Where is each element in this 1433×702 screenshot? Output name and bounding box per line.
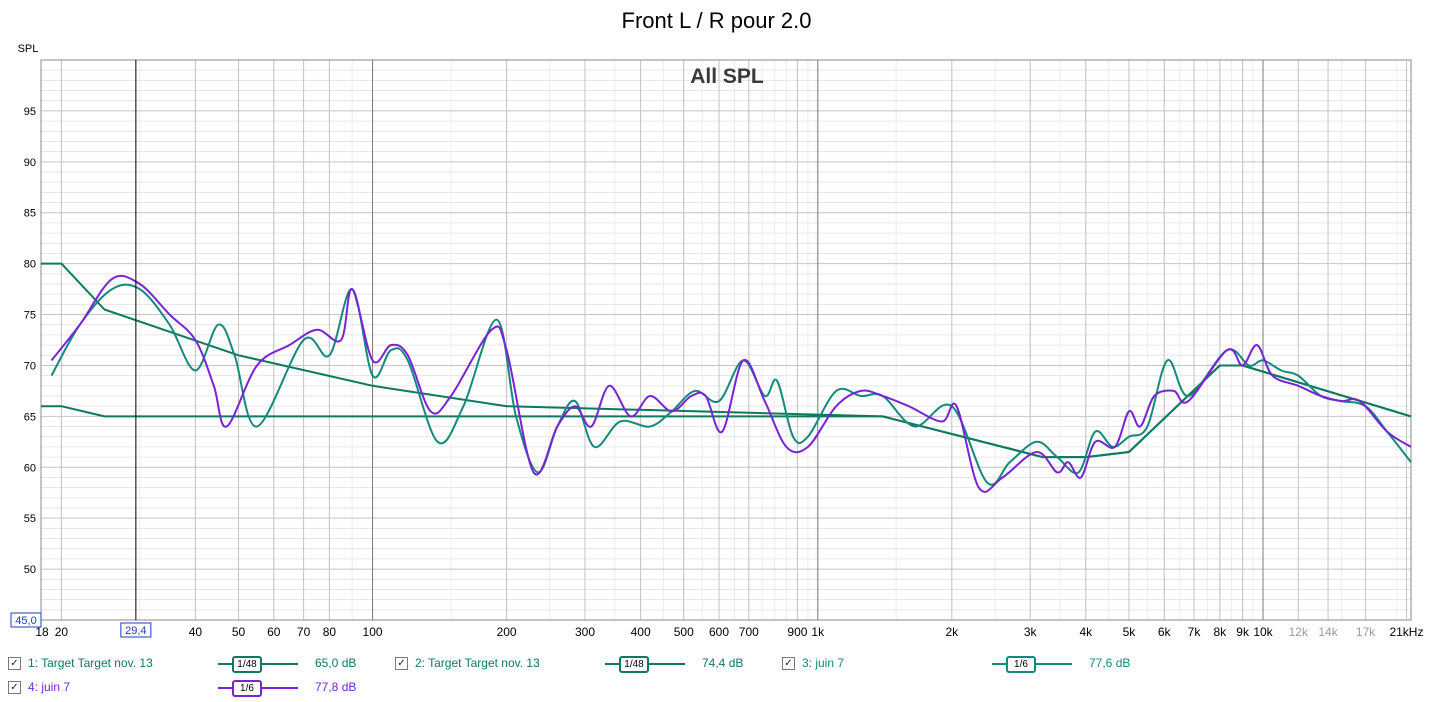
- x-tick-label: 9k: [1236, 625, 1250, 639]
- series-3-value: 77,6 dB: [1089, 656, 1131, 670]
- legend-row-1: ✓ 1: Target Target nov. 13 1/48 65,0 dB …: [0, 655, 1433, 673]
- y-tick-label: 70: [24, 360, 36, 372]
- x-tick-label: 7k: [1188, 625, 1202, 639]
- series-line-2: [41, 262, 1412, 459]
- y-tick-label: 80: [24, 259, 36, 271]
- series-2-checkbox[interactable]: ✓: [395, 657, 408, 670]
- series-2-value: 74,4 dB: [702, 656, 744, 670]
- ymin-value: 45,0: [15, 615, 36, 627]
- x-tick-label: 100: [363, 625, 383, 639]
- series-line-4: [50, 274, 1412, 493]
- x-tick-label: 700: [739, 625, 759, 639]
- x-tick-label: 3k: [1024, 625, 1038, 639]
- x-tick-label: 80: [323, 625, 337, 639]
- chart-title: All SPL: [690, 65, 764, 88]
- plot-frame: [40, 59, 1412, 621]
- legend-row-2: ✓ 4: juin 7 1/6 77,8 dB: [0, 679, 1433, 697]
- minor-grid: [41, 60, 1411, 620]
- x-tick-label: 6k: [1158, 625, 1172, 639]
- window-title: Front L / R pour 2.0: [621, 8, 812, 33]
- y-tick-label: 65: [24, 411, 36, 423]
- y-tick-label: 55: [24, 513, 36, 525]
- y-tick-label: 90: [24, 157, 36, 169]
- series-1-label: 1: Target Target nov. 13: [28, 656, 153, 670]
- x-tick-label: 2k: [945, 625, 959, 639]
- series-4-checkbox[interactable]: ✓: [8, 681, 21, 694]
- y-axis-label: SPL: [18, 43, 39, 55]
- x-tick-label: 50: [232, 625, 246, 639]
- x-tick-label: 14k: [1318, 625, 1338, 639]
- x-tick-label: 600: [709, 625, 729, 639]
- x-tick-label: 8k: [1214, 625, 1228, 639]
- x-tick-label: 20: [55, 625, 69, 639]
- y-tick-labels: 50 55 60 65 70 75 80 85 90 95: [24, 106, 36, 576]
- cursor-readout: 29,4: [120, 622, 152, 638]
- x-tick-label: 21kHz: [1389, 625, 1423, 639]
- x-tick-label: 300: [575, 625, 595, 639]
- y-tick-label: 75: [24, 310, 36, 322]
- x-tick-label: 500: [674, 625, 694, 639]
- series-1-checkbox[interactable]: ✓: [8, 657, 21, 670]
- x-tick-label: 60: [267, 625, 281, 639]
- y-tick-label: 95: [24, 106, 36, 118]
- cursor-value: 29,4: [125, 625, 146, 637]
- y-tick-label: 85: [24, 208, 36, 220]
- x-tick-label: 10k: [1253, 625, 1273, 639]
- x-tick-label: 17k: [1356, 625, 1376, 639]
- series-3-checkbox[interactable]: ✓: [782, 657, 795, 670]
- x-tick-label: 5k: [1123, 625, 1137, 639]
- x-tick-label: 70: [297, 625, 311, 639]
- x-tick-labels: 18 20 40 50 60 70 80 100 200 300 400 500 600 700 900 1k…: [35, 625, 1423, 639]
- x-tick-label: 12k: [1289, 625, 1309, 639]
- x-tick-label: 1k: [811, 625, 825, 639]
- y-tick-label: 60: [24, 462, 36, 474]
- x-tick-label: 40: [189, 625, 203, 639]
- series-4-smoothing[interactable]: 1/6: [218, 679, 298, 697]
- series-3-label: 3: juin 7: [802, 656, 845, 670]
- x-tick-label: 4k: [1079, 625, 1093, 639]
- x-tick-label: 400: [631, 625, 651, 639]
- series-1-value: 65,0 dB: [315, 656, 357, 670]
- series-1-smoothing[interactable]: 1/48: [218, 655, 298, 673]
- series-4-label: 4: juin 7: [28, 680, 71, 694]
- series-3-smoothing[interactable]: 1/6: [992, 655, 1072, 673]
- x-tick-label: 900: [787, 625, 807, 639]
- x-tick-label: 18: [35, 625, 49, 639]
- ymin-readout: 45,0: [10, 612, 42, 628]
- series-2-smoothing[interactable]: 1/48: [605, 655, 685, 673]
- x-tick-label: 200: [497, 625, 517, 639]
- y-tick-label: 50: [24, 564, 36, 576]
- series-layer: [41, 262, 1412, 493]
- series-4-value: 77,8 dB: [315, 680, 357, 694]
- major-grid: [40, 60, 1411, 620]
- series-2-label: 2: Target Target nov. 13: [415, 656, 540, 670]
